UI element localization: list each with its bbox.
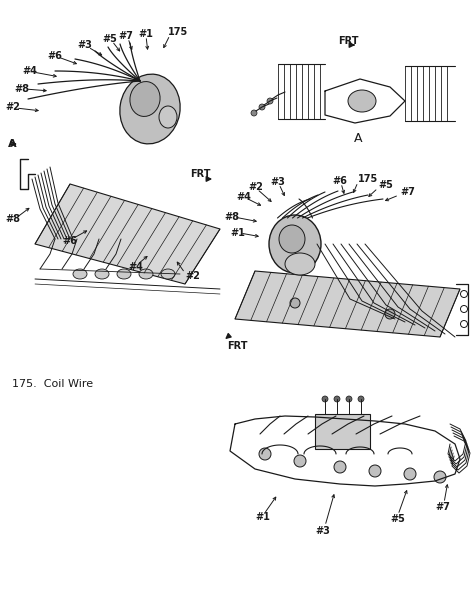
Text: A: A [8, 139, 17, 149]
Ellipse shape [117, 269, 131, 279]
Text: #6: #6 [47, 51, 62, 61]
Text: #6: #6 [62, 236, 77, 246]
Text: 175: 175 [358, 174, 378, 184]
Text: #7: #7 [400, 187, 415, 197]
Circle shape [334, 396, 340, 402]
Text: #4: #4 [128, 262, 143, 272]
Ellipse shape [161, 269, 175, 279]
Circle shape [369, 465, 381, 477]
Circle shape [358, 396, 364, 402]
Text: #5: #5 [390, 514, 405, 524]
Ellipse shape [139, 269, 153, 279]
Circle shape [251, 110, 257, 116]
Text: #6: #6 [332, 176, 347, 186]
Text: #4: #4 [22, 66, 37, 76]
Text: #5: #5 [378, 180, 393, 190]
Ellipse shape [279, 225, 305, 253]
Text: #2: #2 [5, 102, 20, 112]
Text: #1: #1 [230, 228, 245, 238]
Text: FRT: FRT [190, 169, 210, 179]
Text: FRT: FRT [338, 36, 358, 46]
Circle shape [334, 461, 346, 473]
Circle shape [294, 455, 306, 467]
Ellipse shape [120, 74, 180, 144]
Circle shape [259, 104, 265, 110]
Text: #3: #3 [77, 40, 92, 50]
Ellipse shape [73, 269, 87, 279]
Text: #3: #3 [270, 177, 285, 187]
FancyBboxPatch shape [315, 414, 370, 449]
Circle shape [346, 396, 352, 402]
Ellipse shape [348, 90, 376, 112]
Circle shape [385, 309, 395, 319]
Circle shape [267, 98, 273, 104]
Circle shape [322, 396, 328, 402]
Text: #5: #5 [102, 34, 117, 44]
Text: #1: #1 [138, 29, 153, 39]
Ellipse shape [95, 269, 109, 279]
Ellipse shape [130, 81, 160, 116]
Text: 175: 175 [168, 27, 188, 37]
Text: #8: #8 [14, 84, 29, 94]
Circle shape [434, 471, 446, 483]
Text: #7: #7 [118, 31, 133, 41]
Text: FRT: FRT [227, 341, 247, 351]
Circle shape [290, 298, 300, 308]
Text: #1: #1 [255, 512, 270, 522]
Ellipse shape [269, 215, 321, 273]
Text: #4: #4 [236, 192, 251, 202]
Text: #8: #8 [5, 214, 20, 224]
Text: #3: #3 [315, 526, 330, 536]
Ellipse shape [159, 106, 177, 128]
Text: #7: #7 [435, 502, 450, 512]
Text: A: A [354, 132, 362, 146]
Ellipse shape [285, 253, 315, 275]
Text: 175.  Coil Wire: 175. Coil Wire [12, 379, 93, 389]
Text: #2: #2 [185, 271, 200, 281]
Text: #8: #8 [224, 212, 239, 222]
Circle shape [404, 468, 416, 480]
Text: #2: #2 [248, 182, 263, 192]
Polygon shape [235, 271, 460, 337]
Circle shape [259, 448, 271, 460]
Polygon shape [35, 184, 220, 284]
